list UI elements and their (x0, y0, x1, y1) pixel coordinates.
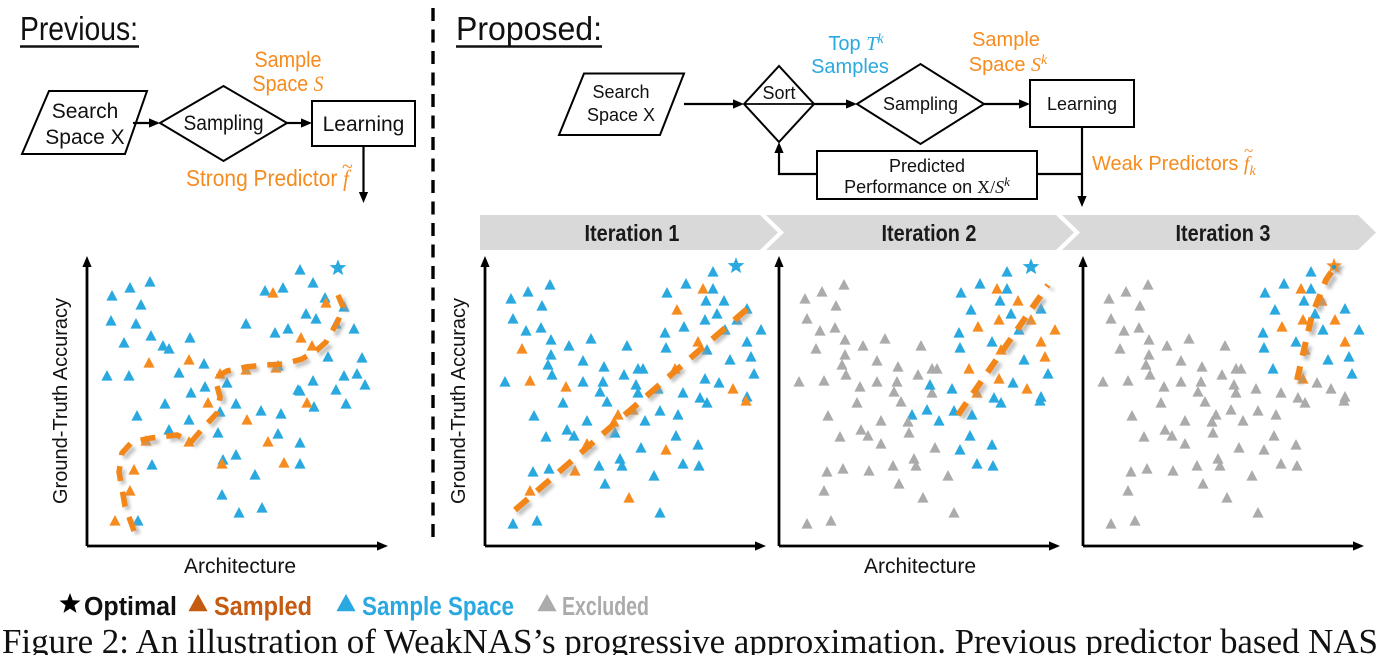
svg-text:Previous:: Previous: (20, 10, 138, 47)
svg-text:Learning: Learning (1047, 94, 1117, 114)
svg-text:Sampling: Sampling (184, 112, 264, 135)
svg-text:Learning: Learning (323, 113, 405, 136)
svg-text:Space X: Space X (45, 126, 124, 149)
svg-text:Iteration 3: Iteration 3 (1176, 220, 1271, 246)
svg-text:Iteration 2: Iteration 2 (882, 220, 977, 246)
svg-text:Iteration 1: Iteration 1 (585, 220, 680, 246)
svg-text:Architecture: Architecture (184, 555, 296, 578)
svg-text:Space X: Space X (587, 105, 655, 125)
svg-text:Sampled: Sampled (214, 593, 312, 621)
svg-text:~: ~ (342, 156, 353, 178)
svg-text:Predicted: Predicted (889, 156, 965, 176)
svg-text:Performance on X/Sk: Performance on X/Sk (844, 174, 1010, 197)
svg-text:Sample: Sample (255, 47, 322, 72)
svg-text:Samples: Samples (811, 56, 889, 78)
svg-text:Architecture: Architecture (864, 555, 976, 578)
svg-text:Sampling: Sampling (883, 94, 958, 114)
svg-text:Figure 2: An illustration of W: Figure 2: An illustration of WeakNAS’s p… (2, 622, 1378, 655)
svg-text:Proposed:: Proposed: (456, 10, 602, 47)
svg-text:Space Sk: Space Sk (969, 53, 1048, 76)
svg-text:Excluded: Excluded (562, 593, 649, 621)
svg-text:Ground-Truth Accuracy: Ground-Truth Accuracy (50, 298, 72, 504)
svg-text:Sample: Sample (972, 29, 1040, 51)
svg-text:Optimal: Optimal (84, 593, 177, 621)
svg-text:Ground-Truth Accuracy: Ground-Truth Accuracy (448, 298, 470, 504)
svg-text:Weak Predictors fk: Weak Predictors fk (1092, 153, 1256, 179)
svg-text:Search: Search (52, 100, 119, 123)
svg-text:Search: Search (592, 82, 649, 102)
svg-text:~: ~ (1244, 141, 1253, 160)
svg-text:Strong Predictor f: Strong Predictor f (186, 165, 352, 191)
svg-text:Sort: Sort (762, 83, 795, 103)
svg-text:Top Tk: Top Tk (828, 32, 884, 55)
svg-text:Sample Space: Sample Space (362, 593, 514, 621)
svg-text:Space S: Space S (253, 71, 324, 96)
